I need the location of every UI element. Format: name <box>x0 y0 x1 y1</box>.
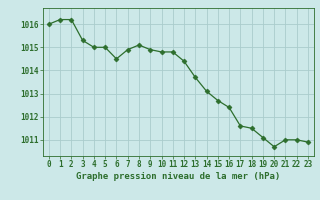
X-axis label: Graphe pression niveau de la mer (hPa): Graphe pression niveau de la mer (hPa) <box>76 172 281 181</box>
